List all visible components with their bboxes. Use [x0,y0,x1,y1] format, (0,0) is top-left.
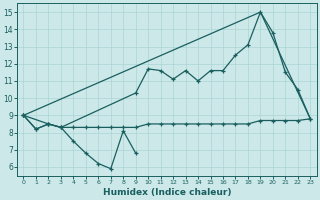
X-axis label: Humidex (Indice chaleur): Humidex (Indice chaleur) [103,188,231,197]
